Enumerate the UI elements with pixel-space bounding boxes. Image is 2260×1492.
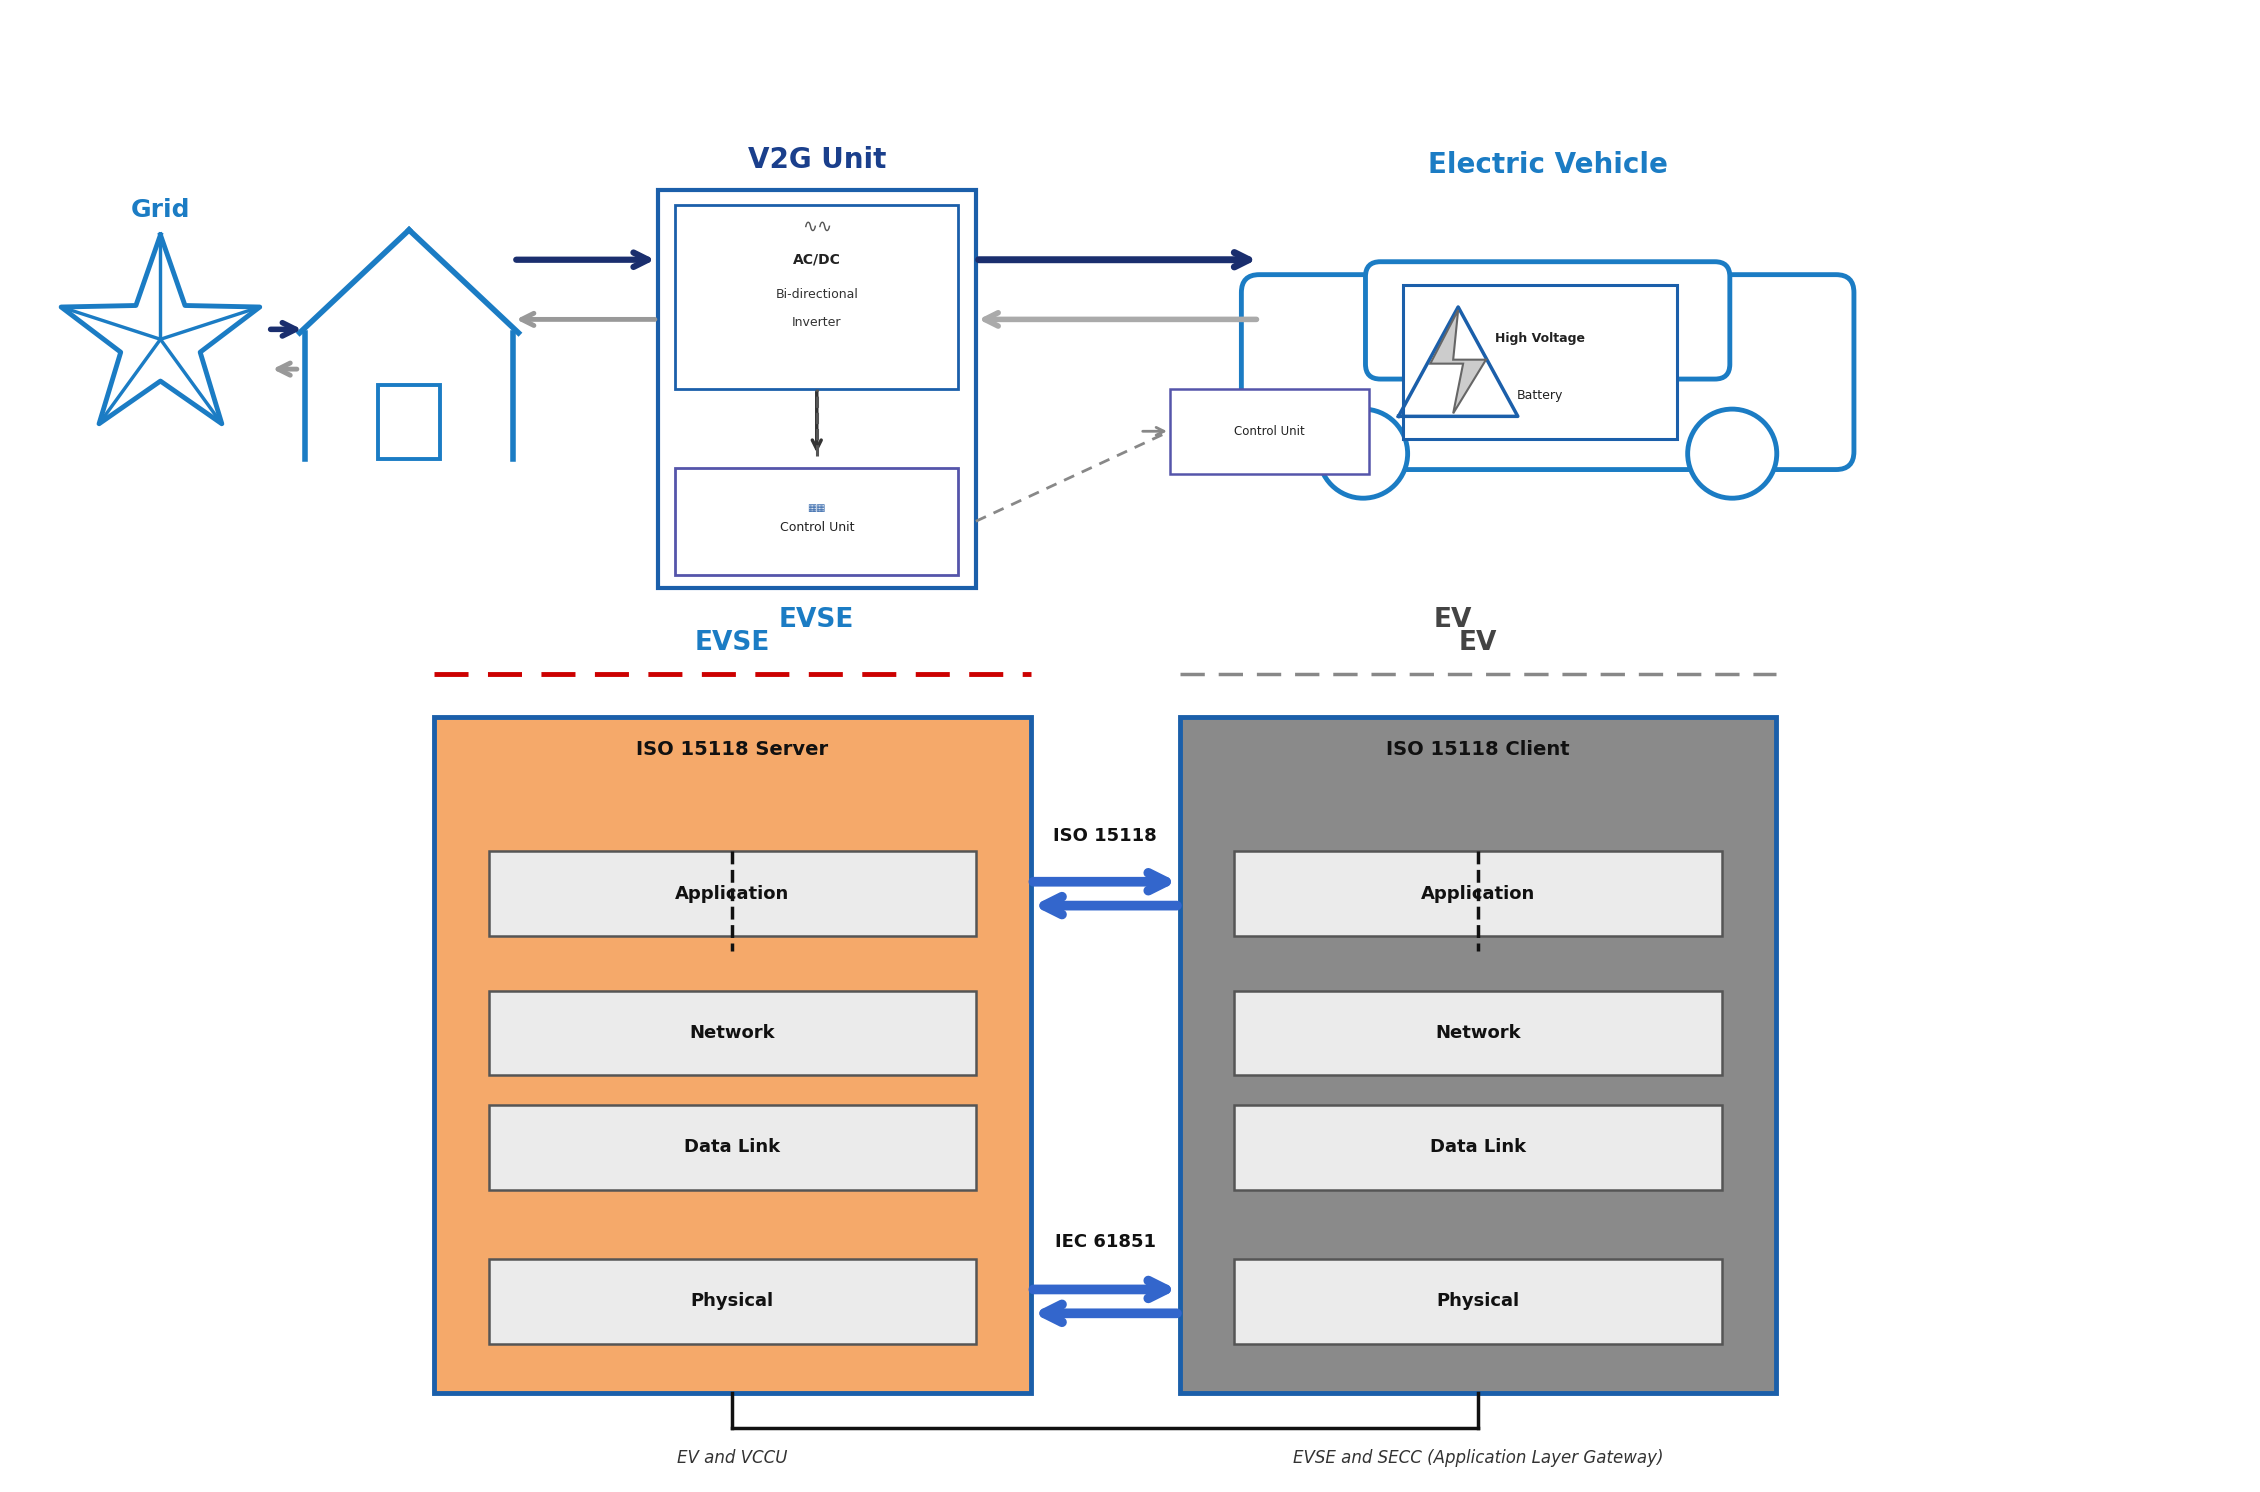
Text: IEC 61851: IEC 61851 bbox=[1055, 1232, 1155, 1250]
Text: V2G Unit: V2G Unit bbox=[748, 146, 886, 175]
FancyBboxPatch shape bbox=[1403, 285, 1677, 439]
Text: EVSE and SECC (Application Layer Gateway): EVSE and SECC (Application Layer Gateway… bbox=[1293, 1449, 1663, 1467]
FancyBboxPatch shape bbox=[1241, 275, 1853, 470]
Bar bbox=[377, 385, 441, 458]
Text: Application: Application bbox=[1422, 885, 1535, 903]
FancyBboxPatch shape bbox=[488, 991, 976, 1076]
Text: High Voltage: High Voltage bbox=[1496, 333, 1584, 345]
Text: EV: EV bbox=[1435, 607, 1471, 633]
Text: ISO 15118: ISO 15118 bbox=[1053, 827, 1157, 844]
FancyBboxPatch shape bbox=[1234, 1259, 1722, 1344]
Circle shape bbox=[1318, 409, 1408, 498]
FancyBboxPatch shape bbox=[1365, 261, 1729, 379]
Text: Inverter: Inverter bbox=[791, 316, 841, 328]
FancyBboxPatch shape bbox=[1234, 852, 1722, 935]
Text: EV and VCCU: EV and VCCU bbox=[678, 1449, 786, 1467]
Text: Network: Network bbox=[689, 1024, 775, 1041]
Text: EV: EV bbox=[1460, 630, 1496, 655]
FancyBboxPatch shape bbox=[658, 189, 976, 588]
Text: Physical: Physical bbox=[692, 1292, 773, 1310]
Text: EVSE: EVSE bbox=[694, 630, 771, 655]
Text: Electric Vehicle: Electric Vehicle bbox=[1428, 151, 1668, 179]
Text: Control Unit: Control Unit bbox=[1234, 425, 1304, 437]
Text: Battery: Battery bbox=[1516, 389, 1564, 401]
FancyBboxPatch shape bbox=[1180, 718, 1776, 1394]
FancyBboxPatch shape bbox=[488, 852, 976, 935]
FancyBboxPatch shape bbox=[1234, 1106, 1722, 1189]
FancyBboxPatch shape bbox=[673, 467, 958, 574]
Text: EVSE: EVSE bbox=[780, 607, 854, 633]
Text: ∿∿: ∿∿ bbox=[802, 218, 832, 236]
Polygon shape bbox=[1431, 310, 1487, 413]
Text: ▦▦: ▦▦ bbox=[807, 503, 825, 513]
Text: Grid: Grid bbox=[131, 198, 190, 222]
FancyBboxPatch shape bbox=[488, 1106, 976, 1189]
FancyBboxPatch shape bbox=[434, 718, 1031, 1394]
FancyBboxPatch shape bbox=[488, 1259, 976, 1344]
Text: Data Link: Data Link bbox=[685, 1138, 780, 1156]
Text: Application: Application bbox=[676, 885, 789, 903]
Text: Bi-directional: Bi-directional bbox=[775, 288, 859, 301]
FancyBboxPatch shape bbox=[673, 204, 958, 389]
FancyBboxPatch shape bbox=[1234, 991, 1722, 1076]
Text: Physical: Physical bbox=[1437, 1292, 1519, 1310]
FancyBboxPatch shape bbox=[1171, 389, 1370, 473]
Text: Data Link: Data Link bbox=[1431, 1138, 1526, 1156]
Text: ISO 15118 Client: ISO 15118 Client bbox=[1385, 740, 1571, 759]
Text: Network: Network bbox=[1435, 1024, 1521, 1041]
Text: Control Unit: Control Unit bbox=[780, 521, 854, 534]
Text: AC/DC: AC/DC bbox=[793, 252, 841, 267]
Text: ISO 15118 Server: ISO 15118 Server bbox=[635, 740, 829, 759]
Circle shape bbox=[1688, 409, 1776, 498]
